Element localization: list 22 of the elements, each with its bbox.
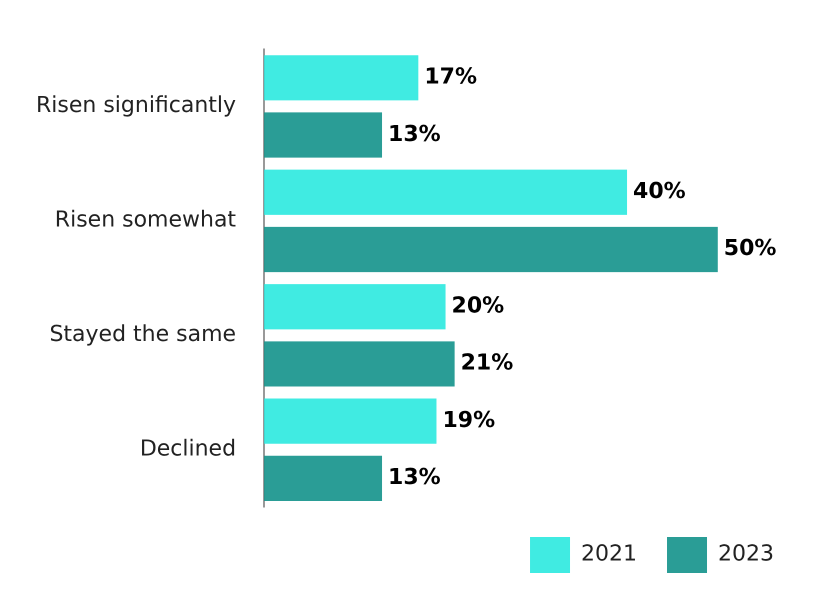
bar	[264, 55, 418, 100]
data-label: 20%	[452, 293, 504, 318]
data-label: 50%	[724, 236, 776, 262]
data-label: 40%	[633, 178, 686, 204]
bar	[264, 456, 382, 501]
y-tick-label: Risen somewhat	[54, 208, 236, 233]
data-label: 17%	[424, 64, 477, 90]
y-tick-label: Risen significantly	[36, 93, 236, 118]
y-tick-label: Stayed the same	[49, 322, 236, 348]
data-label: 21%	[460, 350, 514, 376]
data-label: 13%	[388, 465, 441, 490]
legend-label: 2021	[581, 542, 638, 567]
bar	[264, 341, 455, 387]
legend-label: 2023	[718, 542, 774, 567]
bar	[264, 284, 446, 330]
bar	[264, 112, 382, 158]
bar	[264, 398, 436, 444]
bar	[264, 170, 628, 215]
bar	[264, 226, 718, 272]
y-tick-label: Declined	[140, 436, 236, 462]
data-label: 19%	[442, 408, 496, 433]
data-label: 13%	[388, 122, 441, 147]
